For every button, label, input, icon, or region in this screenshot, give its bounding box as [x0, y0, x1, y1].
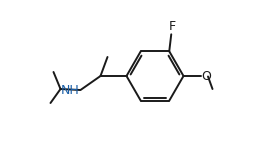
Text: F: F	[169, 20, 176, 33]
Text: NH: NH	[61, 84, 80, 96]
Text: O: O	[201, 69, 211, 82]
